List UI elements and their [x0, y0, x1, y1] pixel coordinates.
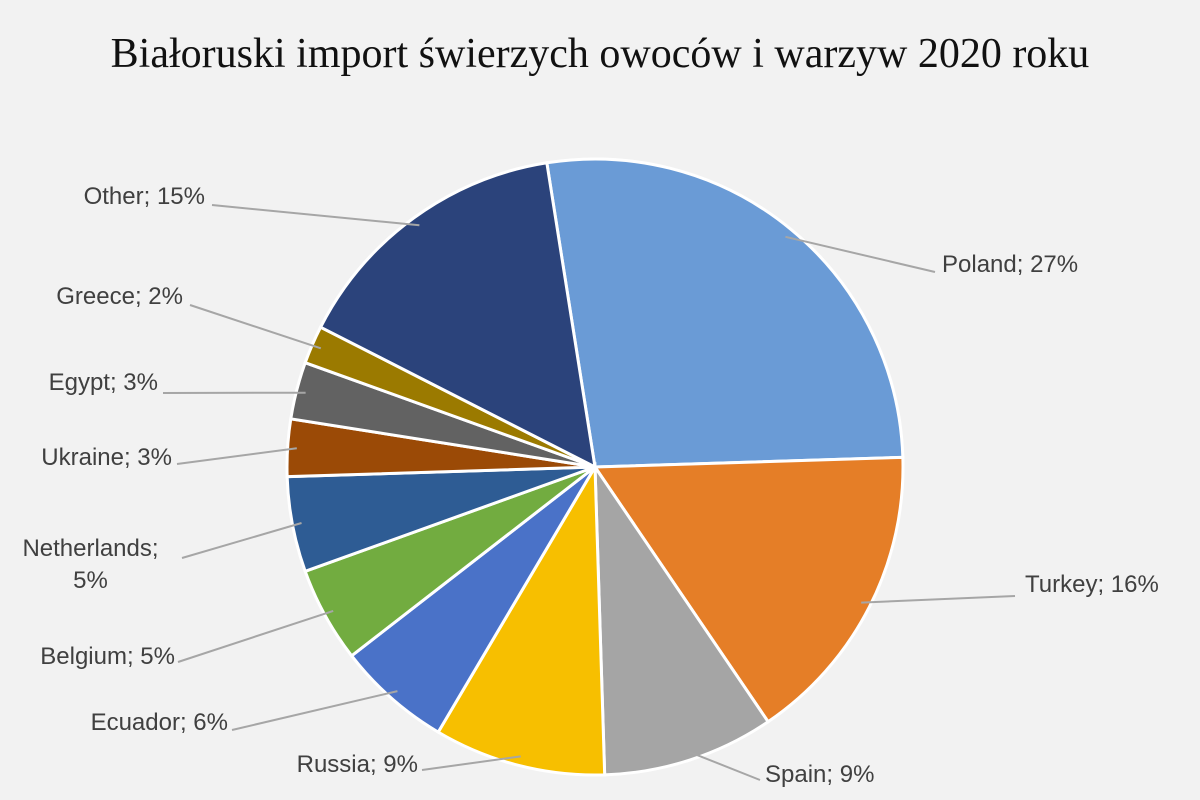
leader-line [421, 755, 521, 771]
chart-title: Białoruski import świerzych owoców i war… [110, 31, 1090, 77]
leader-line [177, 609, 334, 663]
pie-slice [593, 461, 771, 777]
leader-line [861, 595, 1016, 604]
leader-line [181, 522, 302, 559]
data-label: Egypt; 3% [48, 369, 158, 396]
data-label: Russia; 9% [296, 751, 418, 778]
leader-line [211, 204, 420, 227]
data-label: Other; 15% [83, 183, 205, 210]
data-label: Ukraine; 3% [41, 444, 172, 471]
data-label: Belgium; 5% [40, 643, 175, 670]
leader-line [785, 235, 936, 273]
leader-line [189, 304, 322, 350]
data-label: Spain; 9% [765, 761, 875, 788]
leader-line [686, 750, 761, 781]
pie-slice [436, 461, 607, 777]
data-label: Ecuador; 6% [90, 709, 228, 736]
data-label: Turkey; 16% [1025, 571, 1159, 598]
leader-line [231, 690, 398, 731]
pie-slice [545, 157, 905, 469]
data-label: Greece; 2% [56, 283, 183, 310]
data-label: Netherlands; 5% [22, 535, 159, 594]
pie-slice [592, 455, 905, 724]
leader-line [176, 447, 297, 465]
data-label: Poland; 27% [942, 251, 1079, 278]
pie-slice [318, 161, 597, 470]
